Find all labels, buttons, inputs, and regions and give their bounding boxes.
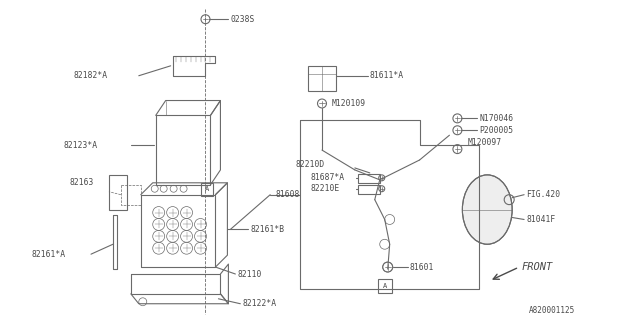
- Text: 81601: 81601: [410, 263, 434, 272]
- Text: A820001125: A820001125: [529, 306, 575, 315]
- Bar: [109, 175, 127, 210]
- Text: 0238S: 0238S: [230, 15, 255, 24]
- Text: 82161*A: 82161*A: [31, 250, 65, 259]
- Text: A: A: [383, 283, 387, 289]
- Text: FIG.420: FIG.420: [526, 190, 560, 199]
- Text: P200005: P200005: [479, 126, 513, 135]
- Text: 81041F: 81041F: [526, 215, 556, 224]
- Ellipse shape: [462, 175, 512, 244]
- Text: N170046: N170046: [479, 114, 513, 123]
- Text: 82210D: 82210D: [295, 160, 324, 170]
- Text: 81611*A: 81611*A: [370, 71, 404, 80]
- Text: M120097: M120097: [467, 138, 502, 147]
- Bar: [358, 174, 380, 183]
- Text: 82123*A: 82123*A: [63, 140, 97, 150]
- Text: A: A: [205, 186, 209, 192]
- Text: 82210E: 82210E: [310, 184, 339, 193]
- Text: 82182*A: 82182*A: [73, 71, 108, 80]
- Bar: [358, 185, 380, 194]
- Text: 82161*B: 82161*B: [250, 225, 284, 234]
- Bar: [200, 183, 214, 196]
- Bar: [378, 279, 392, 293]
- Text: 81687*A: 81687*A: [310, 173, 344, 182]
- Text: 82163: 82163: [69, 178, 93, 187]
- Bar: [308, 66, 336, 91]
- Text: M120109: M120109: [332, 99, 366, 108]
- Text: 82110: 82110: [237, 269, 262, 278]
- Text: 81608: 81608: [275, 190, 300, 199]
- Text: 82122*A: 82122*A: [243, 299, 276, 308]
- Text: FRONT: FRONT: [521, 262, 552, 272]
